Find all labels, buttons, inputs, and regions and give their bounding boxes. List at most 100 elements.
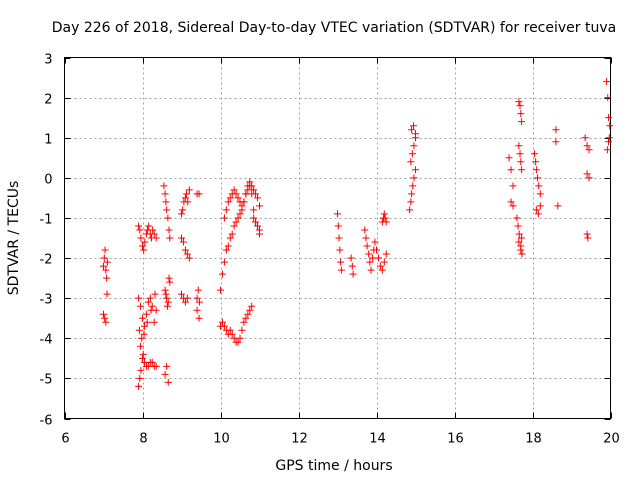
y-tick-label: -6 bbox=[40, 414, 53, 429]
data-point bbox=[242, 190, 250, 198]
data-point bbox=[517, 110, 525, 118]
data-point bbox=[532, 166, 540, 174]
data-point bbox=[363, 242, 371, 250]
data-point bbox=[148, 302, 156, 310]
data-point bbox=[163, 206, 171, 214]
series-sat-k bbox=[250, 214, 263, 238]
data-point bbox=[236, 334, 244, 342]
data-point bbox=[585, 174, 593, 182]
y-tick-label: -2 bbox=[40, 253, 53, 268]
x-tick-label: 18 bbox=[525, 432, 542, 447]
data-point bbox=[179, 238, 187, 246]
x-tick-label: 14 bbox=[369, 432, 386, 447]
data-point bbox=[514, 222, 522, 230]
data-point bbox=[532, 206, 540, 214]
data-point bbox=[232, 190, 240, 198]
data-point bbox=[101, 314, 109, 322]
data-point bbox=[535, 182, 543, 190]
data-point bbox=[222, 206, 230, 214]
data-point bbox=[138, 334, 146, 342]
data-point bbox=[406, 206, 414, 214]
x-tick-label: 20 bbox=[603, 432, 620, 447]
data-point bbox=[166, 278, 174, 286]
data-point bbox=[244, 310, 252, 318]
data-point bbox=[185, 254, 193, 262]
data-point bbox=[248, 190, 256, 198]
data-point bbox=[407, 198, 415, 206]
data-point bbox=[178, 210, 185, 218]
data-point bbox=[408, 150, 416, 158]
data-point bbox=[103, 290, 111, 298]
data-point bbox=[137, 366, 145, 374]
data-point bbox=[230, 334, 238, 342]
data-point bbox=[603, 78, 611, 86]
data-point bbox=[256, 230, 263, 238]
data-point bbox=[603, 146, 611, 154]
data-point bbox=[193, 306, 201, 314]
data-point bbox=[334, 210, 341, 218]
data-point bbox=[517, 158, 525, 166]
chart-title: Day 226 of 2018, Sidereal Day-to-day VTE… bbox=[52, 20, 616, 36]
data-point bbox=[164, 378, 172, 386]
data-point bbox=[412, 166, 419, 174]
series-sat-b bbox=[135, 222, 160, 254]
data-point bbox=[144, 362, 152, 370]
x-tick-label: 6 bbox=[61, 432, 69, 447]
data-point bbox=[220, 322, 228, 330]
data-point bbox=[583, 230, 591, 238]
data-point bbox=[584, 234, 592, 242]
series-sat-j bbox=[217, 302, 256, 346]
data-point bbox=[184, 198, 192, 206]
data-point bbox=[164, 214, 172, 222]
data-point bbox=[179, 206, 187, 214]
data-point bbox=[238, 202, 246, 210]
data-point bbox=[165, 274, 173, 282]
data-point bbox=[152, 234, 160, 242]
data-point bbox=[408, 190, 416, 198]
data-point bbox=[100, 262, 107, 270]
series-sat-p bbox=[505, 98, 526, 254]
data-point bbox=[336, 246, 344, 254]
data-point bbox=[374, 254, 382, 262]
data-point bbox=[161, 370, 169, 378]
data-point bbox=[515, 98, 523, 106]
data-point bbox=[103, 274, 111, 282]
series-sat-l bbox=[334, 210, 357, 278]
data-point bbox=[230, 222, 238, 230]
data-point bbox=[139, 354, 146, 362]
data-point bbox=[382, 218, 390, 226]
data-point bbox=[183, 250, 191, 258]
data-point bbox=[347, 254, 355, 262]
data-point bbox=[163, 294, 171, 302]
data-point bbox=[100, 310, 107, 318]
data-point bbox=[349, 270, 357, 278]
data-point bbox=[238, 326, 246, 334]
data-point bbox=[185, 186, 193, 194]
data-point bbox=[146, 294, 154, 302]
data-point bbox=[220, 214, 228, 222]
data-point bbox=[135, 382, 143, 390]
data-point bbox=[337, 266, 345, 274]
data-point bbox=[380, 258, 388, 266]
data-point bbox=[136, 374, 144, 382]
series-sat-o bbox=[406, 122, 419, 214]
series-sat-r bbox=[530, 126, 562, 218]
data-point bbox=[507, 166, 515, 174]
data-point bbox=[244, 186, 252, 194]
data-point bbox=[178, 290, 185, 298]
data-point bbox=[409, 182, 417, 190]
data-point bbox=[217, 286, 224, 294]
series-sat-d bbox=[135, 342, 160, 390]
data-point bbox=[366, 258, 374, 266]
data-point bbox=[361, 226, 369, 234]
y-tick-label: 1 bbox=[44, 133, 52, 148]
series-sat-q bbox=[513, 214, 526, 258]
data-point bbox=[178, 234, 185, 242]
data-point bbox=[534, 174, 542, 182]
y-axis-label: SDTVAR / TECUs bbox=[6, 181, 22, 296]
data-point bbox=[152, 362, 160, 370]
data-point bbox=[605, 138, 613, 146]
data-point bbox=[181, 298, 189, 306]
data-point bbox=[224, 242, 232, 250]
data-point bbox=[517, 242, 525, 250]
